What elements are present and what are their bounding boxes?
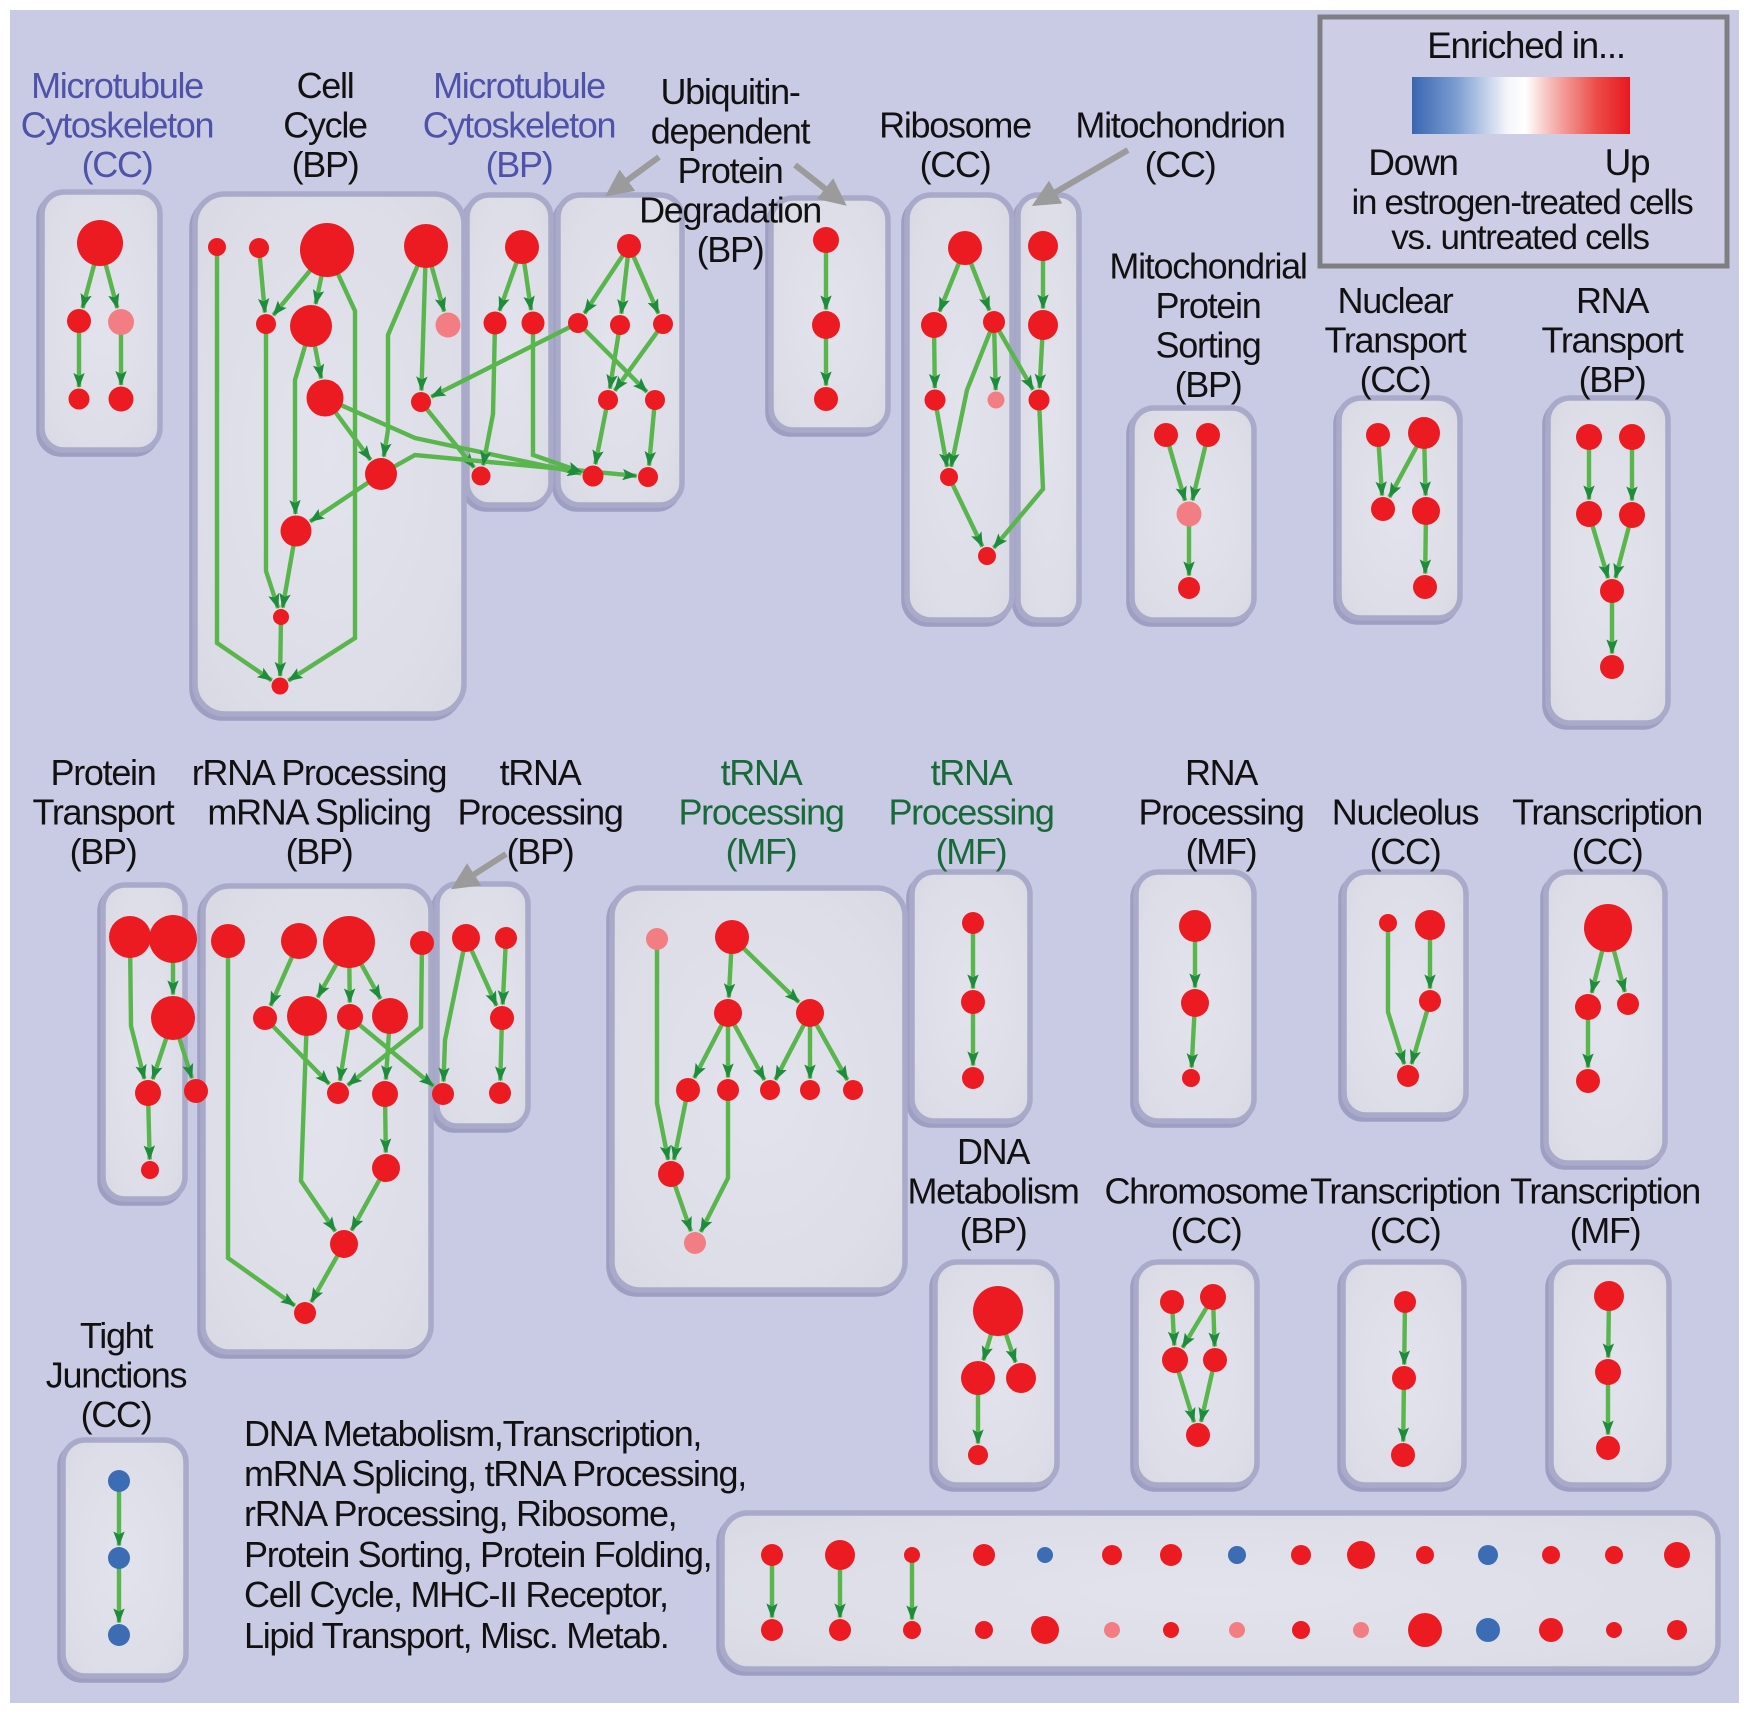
svg-text:Cytoskeleton: Cytoskeleton	[21, 105, 214, 146]
svg-text:Transcription: Transcription	[1510, 1171, 1700, 1212]
svg-text:tRNA: tRNA	[931, 752, 1013, 793]
svg-text:Protein: Protein	[1156, 285, 1261, 326]
svg-text:rRNA Processing, Ribosome,: rRNA Processing, Ribosome,	[244, 1493, 676, 1534]
svg-text:Processing: Processing	[1138, 792, 1303, 833]
svg-text:Transcription: Transcription	[1512, 792, 1702, 833]
svg-text:RNA: RNA	[1576, 280, 1649, 321]
svg-text:DNA: DNA	[957, 1131, 1030, 1172]
svg-text:tRNA: tRNA	[500, 752, 582, 793]
svg-text:rRNA Processing: rRNA Processing	[192, 752, 447, 793]
svg-text:Transport: Transport	[1541, 320, 1683, 361]
svg-text:Cell Cycle, MHC-II Receptor,: Cell Cycle, MHC-II Receptor,	[244, 1574, 668, 1615]
svg-text:in estrogen-treated cells: in estrogen-treated cells	[1351, 183, 1693, 222]
svg-text:(BP): (BP)	[960, 1210, 1027, 1251]
svg-text:(BP): (BP)	[70, 831, 137, 872]
svg-text:Sorting: Sorting	[1156, 325, 1261, 366]
svg-text:Degradation: Degradation	[639, 190, 821, 231]
svg-text:tRNA: tRNA	[721, 752, 803, 793]
svg-text:mRNA Splicing: mRNA Splicing	[207, 792, 430, 833]
svg-text:Metabolism: Metabolism	[907, 1171, 1078, 1212]
svg-text:Nucleolus: Nucleolus	[1332, 792, 1479, 833]
svg-text:(CC): (CC)	[1370, 1210, 1441, 1251]
svg-text:(BP): (BP)	[507, 831, 574, 872]
svg-text:Mitochondrion: Mitochondrion	[1075, 105, 1284, 146]
svg-text:mRNA Splicing, tRNA Processing: mRNA Splicing, tRNA Processing,	[244, 1453, 746, 1494]
svg-text:(BP): (BP)	[697, 229, 764, 270]
svg-text:(MF): (MF)	[936, 831, 1007, 872]
svg-text:Microtubule: Microtubule	[433, 65, 605, 106]
svg-text:Processing: Processing	[457, 792, 622, 833]
svg-text:DNA Metabolism,Transcription,: DNA Metabolism,Transcription,	[244, 1413, 701, 1454]
svg-text:Cell: Cell	[297, 65, 354, 106]
svg-text:Junctions: Junctions	[46, 1355, 187, 1396]
svg-text:(MF): (MF)	[1186, 831, 1257, 872]
svg-text:Mitochondrial: Mitochondrial	[1109, 246, 1306, 287]
svg-text:Ribosome: Ribosome	[879, 105, 1031, 146]
svg-text:(MF): (MF)	[726, 831, 797, 872]
svg-text:Down: Down	[1368, 142, 1457, 183]
svg-text:Processing: Processing	[888, 792, 1053, 833]
svg-text:Enriched in...: Enriched in...	[1427, 25, 1625, 66]
svg-text:Transport: Transport	[1324, 320, 1466, 361]
svg-text:(CC): (CC)	[82, 144, 153, 185]
svg-text:Lipid Transport, Misc. Metab.: Lipid Transport, Misc. Metab.	[244, 1615, 668, 1656]
svg-text:(BP): (BP)	[292, 144, 359, 185]
svg-text:Protein: Protein	[678, 150, 783, 191]
svg-text:Transcription: Transcription	[1310, 1171, 1500, 1212]
svg-text:Processing: Processing	[678, 792, 843, 833]
svg-text:Nuclear: Nuclear	[1338, 280, 1454, 321]
svg-text:Tight: Tight	[80, 1315, 153, 1356]
svg-text:dependent: dependent	[651, 111, 811, 152]
svg-text:(CC): (CC)	[1370, 831, 1441, 872]
svg-text:RNA: RNA	[1185, 752, 1258, 793]
svg-text:Protein: Protein	[51, 752, 156, 793]
svg-text:(CC): (CC)	[81, 1394, 152, 1435]
svg-text:Chromosome: Chromosome	[1104, 1171, 1307, 1212]
svg-text:Protein Sorting, Protein Foldi: Protein Sorting, Protein Folding,	[244, 1534, 711, 1575]
svg-text:(BP): (BP)	[286, 831, 353, 872]
svg-text:(CC): (CC)	[1145, 144, 1216, 185]
svg-text:(MF): (MF)	[1570, 1210, 1641, 1251]
svg-text:Microtubule: Microtubule	[31, 65, 203, 106]
svg-text:(CC): (CC)	[1360, 359, 1431, 400]
svg-text:vs. untreated cells: vs. untreated cells	[1391, 218, 1649, 257]
svg-text:(CC): (CC)	[920, 144, 991, 185]
svg-text:Cycle: Cycle	[283, 105, 367, 146]
svg-text:Transport: Transport	[32, 792, 174, 833]
svg-text:(CC): (CC)	[1171, 1210, 1242, 1251]
svg-text:Ubiquitin-: Ubiquitin-	[660, 71, 799, 112]
svg-text:(BP): (BP)	[1579, 359, 1646, 400]
svg-text:(BP): (BP)	[1175, 364, 1242, 405]
svg-text:(CC): (CC)	[1572, 831, 1643, 872]
svg-text:Cytoskeleton: Cytoskeleton	[423, 105, 616, 146]
svg-text:Up: Up	[1605, 142, 1650, 183]
svg-text:(BP): (BP)	[486, 144, 553, 185]
